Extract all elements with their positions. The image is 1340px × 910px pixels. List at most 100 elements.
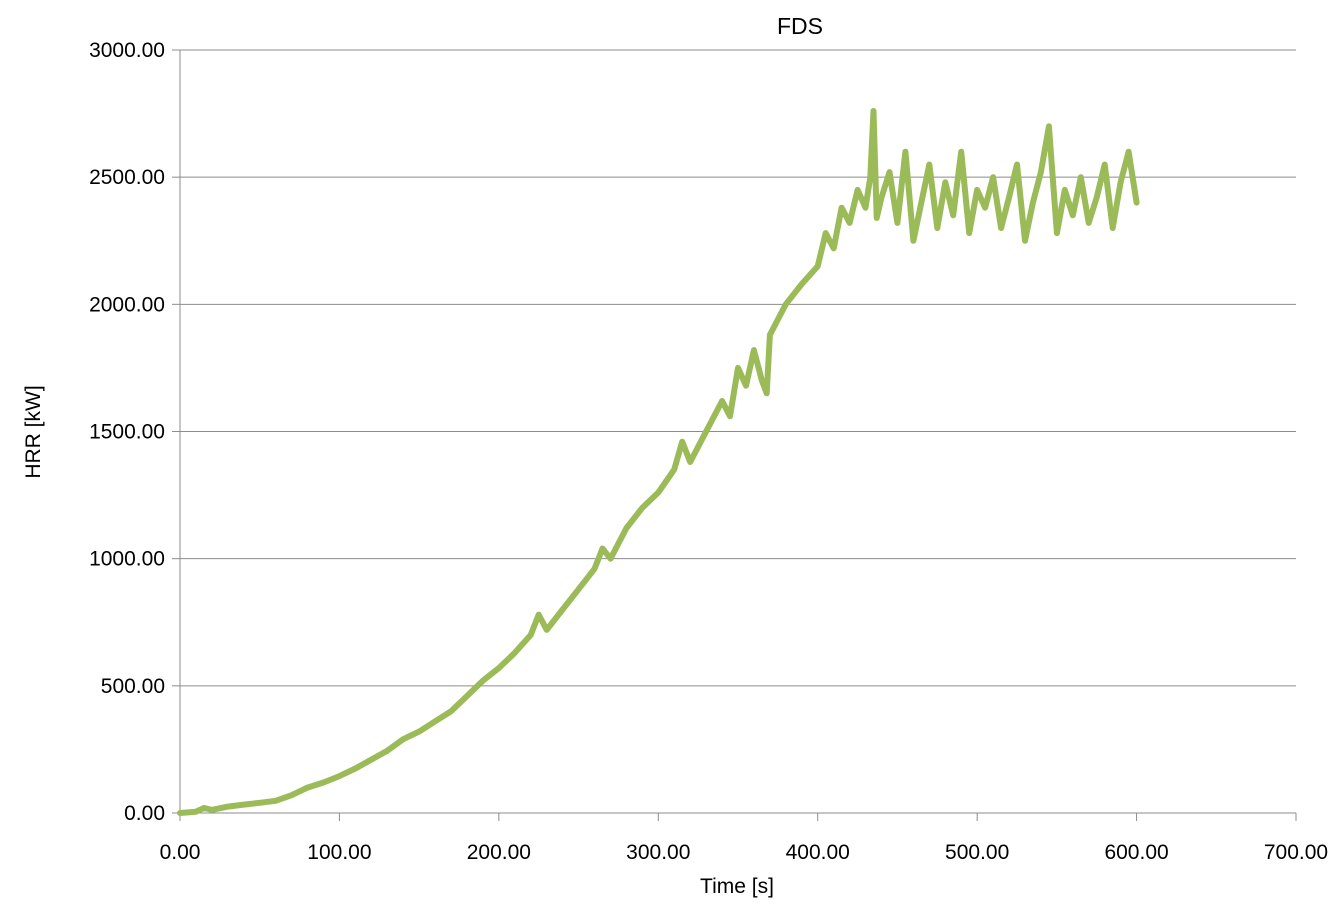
- data-point: [998, 225, 1004, 231]
- data-point: [950, 212, 956, 218]
- data-point: [209, 807, 215, 813]
- data-point: [464, 693, 470, 699]
- x-tick-label: 200.00: [467, 841, 531, 864]
- data-point: [783, 301, 789, 307]
- data-point: [1022, 238, 1028, 244]
- data-point: [855, 187, 861, 193]
- data-point: [600, 546, 605, 551]
- data-point: [241, 802, 247, 808]
- data-point: [871, 108, 876, 114]
- data-point: [1038, 169, 1044, 175]
- data-point: [671, 467, 677, 473]
- data-point: [727, 413, 733, 419]
- data-point: [823, 230, 829, 236]
- data-point: [679, 439, 685, 445]
- data-point: [743, 383, 749, 389]
- data-point: [894, 220, 900, 226]
- y-tick-label: 3000.00: [89, 39, 165, 62]
- data-point: [910, 238, 916, 244]
- data-point: [544, 627, 550, 633]
- data-point: [767, 332, 773, 338]
- data-point: [289, 792, 295, 798]
- data-point: [416, 729, 422, 735]
- y-tick-label: 2000.00: [89, 293, 165, 316]
- data-point: [902, 149, 908, 155]
- data-point: [400, 736, 406, 742]
- data-point: [751, 347, 757, 353]
- x-tick-label: 700.00: [1264, 841, 1328, 864]
- data-point: [321, 780, 326, 785]
- data-point: [1126, 149, 1132, 155]
- data-point: [1102, 162, 1108, 167]
- data-point: [863, 205, 868, 211]
- data-point: [384, 748, 390, 754]
- data-point: [1006, 195, 1012, 200]
- data-point: [193, 809, 199, 815]
- x-tick-label: 600.00: [1104, 841, 1168, 864]
- data-point: [1046, 123, 1052, 129]
- data-point: [687, 459, 693, 465]
- data-point: [655, 490, 661, 495]
- data-point: [639, 505, 645, 511]
- data-point: [847, 220, 853, 226]
- data-point: [177, 810, 183, 816]
- data-point: [1094, 195, 1100, 200]
- data-point: [496, 665, 502, 671]
- data-point: [536, 612, 542, 618]
- data-point: [1086, 220, 1092, 226]
- data-point: [576, 586, 582, 592]
- y-axis-title: HRR [kW]: [22, 385, 45, 478]
- x-axis-ticks: 0.00 100.00 200.00 300.00 400.00 500.00 600.00…: [160, 813, 1328, 864]
- data-point: [926, 162, 932, 167]
- data-point: [874, 215, 880, 221]
- data-point: [336, 773, 342, 779]
- data-point: [735, 365, 741, 371]
- data-point: [887, 169, 892, 175]
- data-point: [432, 718, 438, 724]
- data-point: [966, 230, 972, 236]
- data-point: [257, 800, 263, 806]
- data-point: [623, 525, 629, 531]
- data-point: [958, 149, 964, 155]
- data-point: [512, 650, 518, 656]
- data-point: [201, 805, 207, 811]
- data-point: [448, 708, 454, 714]
- data-point: [1054, 230, 1060, 236]
- data-point: [990, 174, 996, 180]
- data-point: [1118, 179, 1124, 185]
- data-point: [352, 766, 358, 771]
- data-point: [759, 378, 765, 384]
- x-tick-label: 0.00: [160, 841, 201, 864]
- data-point: [839, 205, 845, 211]
- data-point: [1134, 200, 1140, 206]
- data-point: [225, 804, 231, 810]
- data-point: [1062, 187, 1068, 193]
- data-point: [480, 678, 486, 684]
- series-line: [177, 108, 1140, 816]
- x-tick-label: 400.00: [786, 841, 850, 864]
- y-axis-ticks: 0.00 500.00 1000.00 1500.00 2000.00 2500.00 30…: [89, 39, 180, 825]
- data-point: [608, 556, 613, 562]
- y-tick-label: 2500.00: [89, 166, 165, 189]
- data-point: [1078, 174, 1084, 180]
- data-point: [982, 205, 988, 211]
- data-point: [1030, 200, 1036, 206]
- data-point: [831, 245, 837, 251]
- data-point: [934, 225, 940, 231]
- y-tick-label: 1500.00: [89, 421, 165, 444]
- data-point: [592, 566, 597, 572]
- data-point: [560, 607, 566, 612]
- data-point: [942, 179, 948, 185]
- data-point: [273, 798, 279, 804]
- x-tick-label: 100.00: [307, 841, 371, 864]
- data-point: [528, 632, 534, 638]
- data-point: [918, 200, 924, 206]
- y-tick-label: 0.00: [124, 802, 165, 825]
- data-point: [815, 263, 821, 269]
- data-point: [1014, 162, 1020, 167]
- x-tick-label: 300.00: [626, 841, 690, 864]
- data-point: [1070, 212, 1076, 218]
- x-tick-label: 500.00: [945, 841, 1009, 864]
- data-point: [974, 187, 980, 193]
